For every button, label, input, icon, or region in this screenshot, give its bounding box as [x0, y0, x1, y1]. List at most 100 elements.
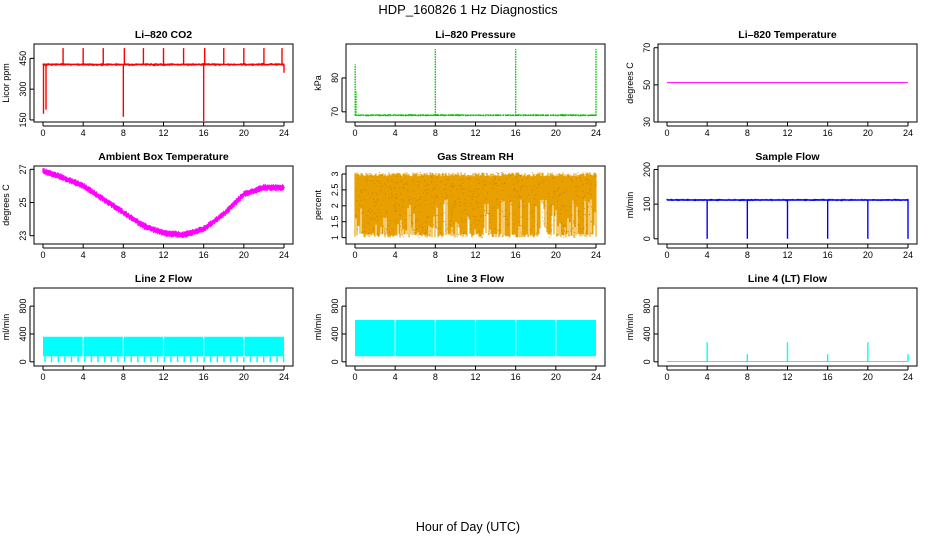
figure-title: HDP_160826 1 Hz Diagnostics: [378, 2, 558, 17]
y-axis-label: ml/min: [313, 314, 323, 341]
y-tick-label: 25: [18, 198, 28, 208]
x-tick-label: 0: [352, 372, 357, 382]
y-tick-label: 300: [18, 82, 28, 97]
y-tick-label: 1.5: [330, 215, 340, 228]
x-tick-label: 24: [903, 250, 913, 260]
y-tick-label: 100: [642, 197, 652, 212]
panel-title: Line 3 Flow: [447, 273, 505, 285]
x-tick-label: 20: [863, 372, 873, 382]
x-tick-label: 0: [40, 128, 45, 138]
y-tick-label: 50: [642, 80, 652, 90]
x-tick-label: 12: [158, 372, 168, 382]
x-tick-label: 16: [823, 372, 833, 382]
y-tick-label: 400: [18, 326, 28, 341]
x-tick-label: 24: [279, 128, 289, 138]
x-tick-label: 24: [591, 250, 601, 260]
x-tick-label: 4: [705, 250, 710, 260]
y-axis-label: percent: [313, 189, 323, 220]
data-point: [162, 232, 165, 235]
data-point: [222, 213, 225, 215]
y-tick-label: 70: [642, 43, 652, 53]
x-tick-label: 16: [199, 250, 209, 260]
x-tick-label: 20: [551, 128, 561, 138]
x-tick-label: 16: [823, 250, 833, 260]
y-axis-label: kPa: [313, 75, 323, 91]
y-tick-label: 150: [18, 112, 28, 127]
x-tick-label: 24: [903, 128, 913, 138]
y-tick-label: 70: [330, 107, 340, 117]
data-point: [42, 170, 44, 172]
x-tick-label: 16: [199, 372, 209, 382]
x-tick-label: 16: [823, 128, 833, 138]
chart-panel-8: Line 4 (LT) Flow ml/min 0 4 8 12 16 20 24 0 400 800: [625, 273, 918, 382]
y-tick-label: 450: [18, 51, 28, 66]
y-tick-label: 27: [18, 164, 28, 174]
chart-panel-4: Gas Stream RH percent 0 4 8 12 16 20 24 1 1.5 2 2.5 3: [313, 151, 606, 260]
x-tick-label: 8: [745, 128, 750, 138]
x-tick-label: 4: [705, 128, 710, 138]
y-tick-label: 2: [330, 203, 340, 208]
y-tick-label: 0: [18, 359, 28, 364]
panel-title: Li–820 Pressure: [435, 29, 516, 41]
x-tick-label: 16: [199, 128, 209, 138]
y-axis-label: Licor ppm: [1, 63, 11, 103]
chart-panel-5: Sample Flow ml/min 0 4 8 12 16 20 24 0 100 200: [625, 151, 918, 260]
x-tick-label: 20: [551, 372, 561, 382]
y-axis-label: ml/min: [1, 314, 11, 341]
chart-panel-1: Li–820 Pressure kPa 0 4 8 12 16 20 24 70 80: [313, 29, 606, 138]
x-tick-label: 12: [470, 128, 480, 138]
x-tick-label: 20: [863, 250, 873, 260]
panel-title: Line 4 (LT) Flow: [748, 273, 828, 285]
x-tick-label: 12: [158, 128, 168, 138]
y-axis-label: ml/min: [625, 192, 635, 219]
x-tick-label: 4: [81, 250, 86, 260]
x-tick-label: 24: [279, 250, 289, 260]
y-tick-label: 800: [330, 299, 340, 314]
x-tick-label: 8: [745, 372, 750, 382]
series-area: [354, 172, 597, 238]
x-tick-label: 8: [121, 128, 126, 138]
x-tick-label: 0: [664, 250, 669, 260]
x-tick-label: 20: [239, 372, 249, 382]
x-tick-label: 0: [40, 250, 45, 260]
x-tick-label: 24: [279, 372, 289, 382]
data-point: [62, 176, 64, 179]
x-tick-label: 16: [511, 372, 521, 382]
x-tick-label: 8: [121, 250, 126, 260]
chart-panel-2: Li–820 Temperature degrees C 0 4 8 12 16 20 24 30…: [625, 29, 918, 138]
plot-frame: [345, 43, 606, 123]
chart-panel-6: Line 2 Flow ml/min 0 4 8 12 16 20 24 0 400 800: [1, 273, 294, 382]
series-noise-band: [42, 168, 285, 238]
x-tick-label: 12: [470, 250, 480, 260]
panel-title: Li–820 Temperature: [738, 29, 837, 41]
y-tick-label: 2.5: [330, 184, 340, 197]
data-point: [182, 234, 185, 236]
x-tick-label: 20: [863, 128, 873, 138]
x-tick-label: 8: [745, 250, 750, 260]
chart-panel-0: Li–820 CO2 Licor ppm 0 4 8 12 16 20 24 150 300 450: [1, 29, 294, 138]
y-axis-label: ml/min: [625, 314, 635, 341]
x-tick-label: 4: [393, 128, 398, 138]
chart-panel-3: Ambient Box Temperature degrees C 0 4 8 12 16 2…: [1, 151, 294, 260]
series-dips: [44, 356, 285, 363]
x-tick-label: 0: [352, 250, 357, 260]
x-tick-label: 4: [81, 372, 86, 382]
y-tick-label: 400: [642, 326, 652, 341]
x-tick-label: 20: [239, 128, 249, 138]
data-point: [122, 211, 125, 214]
x-tick-label: 24: [591, 372, 601, 382]
panel-title: Ambient Box Temperature: [98, 151, 229, 163]
x-tick-label: 12: [782, 372, 792, 382]
x-tick-label: 4: [81, 128, 86, 138]
x-tick-label: 4: [705, 372, 710, 382]
y-tick-label: 23: [18, 231, 28, 241]
data-point: [82, 185, 84, 187]
x-tick-label: 8: [433, 128, 438, 138]
y-tick-label: 200: [642, 162, 652, 177]
panel-title: Sample Flow: [755, 151, 820, 163]
y-tick-label: 80: [330, 73, 340, 83]
x-tick-label: 0: [664, 128, 669, 138]
y-tick-label: 30: [642, 117, 652, 127]
